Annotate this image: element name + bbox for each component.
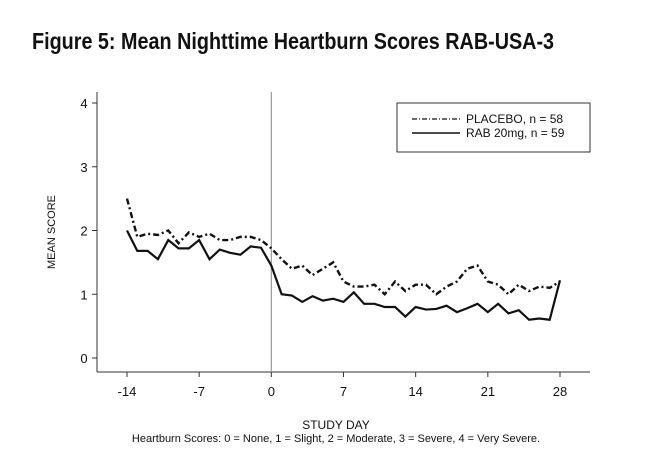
legend-label: PLACEBO, n = 58 (466, 112, 563, 126)
footnote: Heartburn Scores: 0 = None, 1 = Slight, … (131, 433, 541, 445)
y-tick-label: 4 (80, 96, 87, 111)
x-tick-label: -14 (118, 384, 137, 399)
y-axis-label: MEAN SCORE (46, 195, 58, 269)
series-line-rab (126, 230, 562, 321)
x-tick-label: 0 (268, 384, 275, 399)
x-tick-label: 14 (408, 384, 422, 399)
chart-title: Figure 5: Mean Nighttime Heartburn Score… (32, 28, 555, 54)
legend-label: RAB 20mg, n = 59 (466, 126, 565, 140)
y-tick-label: 2 (80, 224, 87, 239)
x-tick-label: 21 (481, 384, 495, 399)
x-tick-label: 28 (553, 384, 567, 399)
legend-box (396, 102, 591, 153)
y-tick-label: 1 (80, 287, 87, 302)
y-tick-label: 3 (80, 160, 87, 175)
x-axis-label: STUDY DAY (302, 418, 370, 432)
x-tick-label: -7 (193, 384, 205, 399)
y-tick-label: 0 (80, 351, 87, 366)
series-line-placebo (125, 198, 561, 297)
x-tick-label: 7 (340, 384, 347, 399)
